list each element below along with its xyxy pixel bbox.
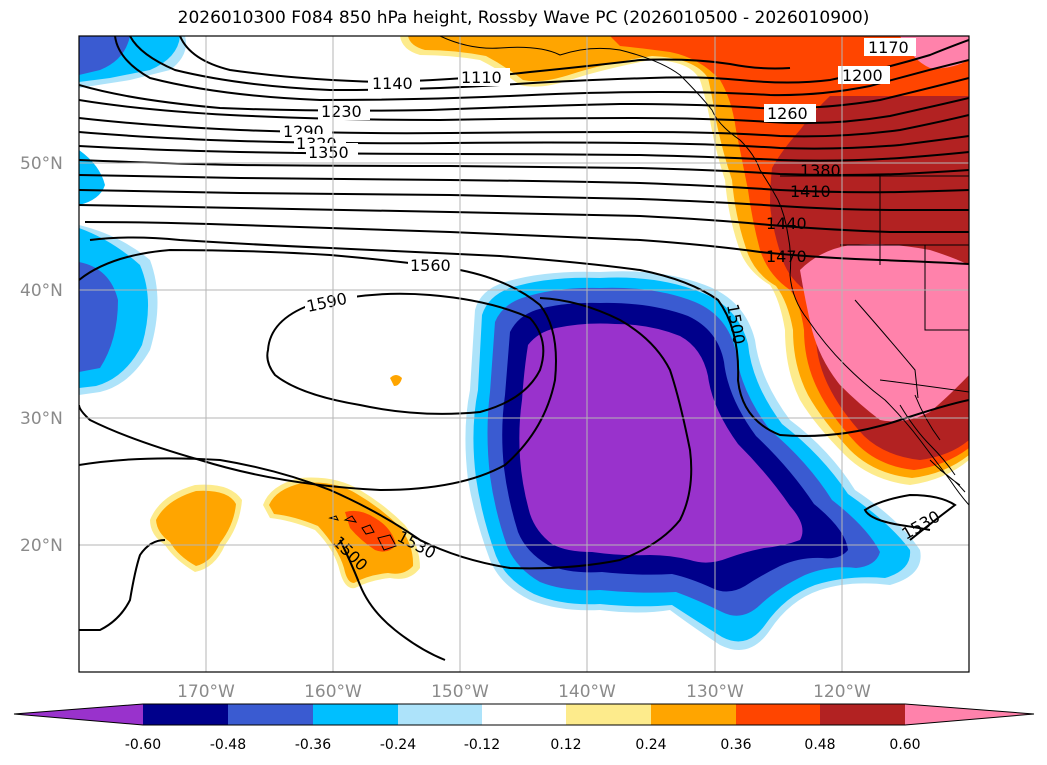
coastlines — [328, 36, 969, 551]
contour-line-1410 — [79, 189, 969, 212]
border-state-4 — [854, 299, 919, 399]
contour-line-1260 — [79, 114, 969, 138]
contour-line-1290 — [79, 131, 969, 150]
contour-line-1320 — [79, 145, 969, 162]
border-state-3 — [924, 245, 969, 331]
lat-label: 30°N — [20, 409, 63, 429]
lon-label: 120°W — [813, 682, 871, 702]
colorbar-segment — [736, 704, 820, 725]
colorbar: -0.60 -0.48 -0.36 -0.24 -0.12 0.12 0.24 … — [13, 703, 1035, 753]
lon-label: 150°W — [431, 682, 489, 702]
coastline-baja — [899, 394, 956, 476]
colorbar-segment — [143, 704, 228, 725]
colorbar-tick: -0.24 — [380, 737, 416, 753]
colorbar-segment — [228, 704, 313, 725]
anomaly-blob-hw-orange — [156, 490, 236, 566]
colorbar-segment — [313, 704, 398, 725]
contour-label: 1200 — [842, 66, 883, 85]
contour-label: 1230 — [321, 102, 362, 121]
contour-label: 1470 — [766, 247, 807, 266]
anomaly-blob-c-purple — [519, 323, 803, 563]
colorbar-segment — [482, 704, 566, 725]
contour-line-1470 — [84, 221, 969, 265]
contour-label: 1140 — [372, 74, 413, 93]
lat-label: 50°N — [20, 154, 63, 174]
map-frame — [78, 35, 970, 673]
contour-line-1380 — [79, 174, 969, 194]
colorbar-tick: 0.60 — [889, 737, 920, 753]
anomaly-blob-hi-orange — [269, 482, 414, 583]
lon-label: 160°W — [304, 682, 362, 702]
anomaly-blob-hi-red — [345, 510, 396, 552]
contour-line-1530 — [79, 297, 693, 570]
colorbar-tick: -0.36 — [295, 737, 331, 753]
contour-label: 1440 — [766, 214, 807, 233]
colorbar-segment — [651, 704, 736, 725]
colorbar-tick: -0.60 — [125, 737, 161, 753]
lon-label: 140°W — [558, 682, 616, 702]
contour-label: 1350 — [308, 143, 349, 162]
contour-line-1560 — [79, 248, 557, 492]
lat-label: 20°N — [20, 536, 63, 556]
colorbar-outline — [13, 703, 1035, 726]
coastline-mexico — [929, 459, 966, 493]
contour-label-group: 1140 1110 1170 1200 1230 1260 1290 1320 … — [280, 38, 943, 575]
colorbar-tick: 0.48 — [804, 737, 835, 753]
colorbar-tick: -0.48 — [210, 737, 246, 753]
contour-label: 1560 — [410, 256, 451, 275]
colorbar-segment — [905, 704, 1034, 725]
border-us-mexico — [879, 379, 969, 393]
contour-line-1350 — [79, 159, 969, 176]
anomaly-dot-hi — [390, 375, 402, 386]
colorbar-tick: 0.24 — [635, 737, 666, 753]
contour-label: 1170 — [868, 38, 909, 57]
lon-label: 130°W — [686, 682, 744, 702]
contour-line-1230 — [79, 97, 969, 125]
lat-label: 40°N — [20, 281, 63, 301]
contour-line-1200 — [79, 77, 969, 112]
colorbar-tick: 0.12 — [550, 737, 581, 753]
coastline-namerica — [439, 36, 969, 506]
colorbar-segment — [14, 704, 143, 725]
map-title: 2026010300 F084 850 hPa height, Rossby W… — [177, 8, 870, 28]
colorbar-segment — [820, 704, 905, 725]
colorbar-tick: -0.12 — [464, 737, 500, 753]
island-3 — [377, 534, 397, 551]
contour-label: 1110 — [461, 68, 502, 87]
colorbar-tick: 0.36 — [720, 737, 751, 753]
colorbar-segment — [398, 704, 482, 725]
contour-label: 1260 — [767, 104, 808, 123]
contour-line-1440 — [79, 204, 969, 233]
lon-label: 170°W — [177, 682, 235, 702]
island-2 — [361, 524, 375, 535]
island-1 — [343, 515, 358, 523]
contour-line-1170 — [114, 36, 969, 102]
contour-line-1530-east — [863, 493, 957, 541]
contour-label: 1410 — [790, 182, 831, 201]
gridlines — [79, 36, 969, 672]
contour-line-1500-south — [79, 539, 446, 661]
contour-line-1500-north — [89, 236, 969, 437]
colorbar-segment — [566, 704, 651, 725]
contour-label: 1380 — [800, 161, 841, 180]
